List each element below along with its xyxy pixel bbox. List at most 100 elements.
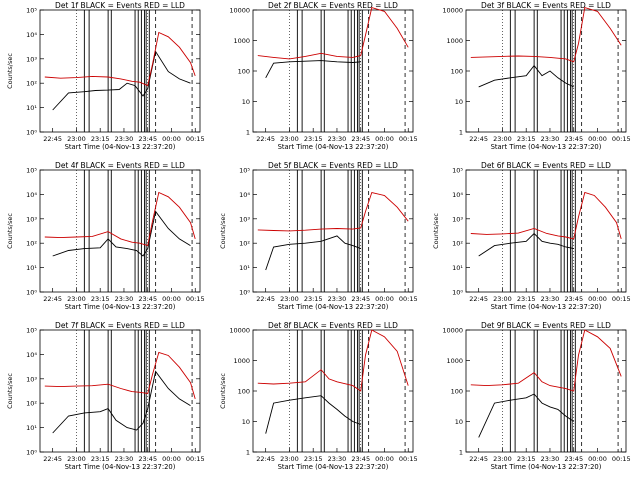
chart-svg: Det 4f BLACK = Events RED = LLD 10⁰ 10¹ 10²… bbox=[6, 161, 205, 311]
y-tick-label: 10¹ bbox=[26, 264, 37, 272]
x-axis-label: Start Time (04-Nov-13 22:37:20) bbox=[278, 303, 389, 311]
x-tick-label: 00:15 bbox=[612, 135, 631, 143]
y-tick-label: 10⁴ bbox=[239, 191, 250, 199]
y-tick-label: 1 bbox=[459, 129, 463, 137]
y-tick-label: 100 bbox=[238, 388, 250, 396]
y-tick-label: 10000 bbox=[229, 7, 250, 15]
series-line-events bbox=[265, 60, 361, 79]
y-tick-label: 10¹ bbox=[26, 104, 37, 112]
x-tick-label: 23:45 bbox=[138, 455, 157, 463]
x-tick-label: 23:45 bbox=[564, 295, 583, 303]
series-line-lld bbox=[44, 31, 196, 87]
plot-frame bbox=[465, 9, 627, 133]
x-axis-label: Start Time (04-Nov-13 22:37:20) bbox=[65, 463, 176, 471]
detector-panel: Det 5f BLACK = Events RED = LLD 10⁰ 10¹ 10²… bbox=[213, 160, 426, 320]
x-tick-label: 22:45 bbox=[256, 455, 275, 463]
x-tick-label: 23:30 bbox=[115, 135, 134, 143]
series-line-events bbox=[52, 50, 191, 111]
chart-svg: Det 7f BLACK = Events RED = LLD 10⁰ 10¹ 10²… bbox=[6, 321, 205, 471]
x-tick-label: 23:15 bbox=[91, 295, 110, 303]
y-tick-label: 10⁴ bbox=[26, 351, 37, 359]
chart-title: Det 5f BLACK = Events RED = LLD bbox=[268, 161, 398, 170]
x-tick-label: 00:00 bbox=[375, 135, 394, 143]
x-tick-label: 00:00 bbox=[588, 135, 607, 143]
x-tick-label: 23:15 bbox=[304, 295, 323, 303]
plot-frame bbox=[465, 329, 627, 453]
x-tick-label: 00:00 bbox=[162, 135, 181, 143]
chart-svg: Det 9f BLACK = Events RED = LLD 1 10 100 100… bbox=[442, 321, 630, 471]
series-line-events bbox=[265, 395, 361, 434]
y-tick-label: 10 bbox=[242, 418, 250, 426]
y-tick-label: 10⁵ bbox=[239, 167, 250, 175]
x-tick-label: 23:45 bbox=[138, 135, 157, 143]
y-tick-label: 10³ bbox=[26, 375, 37, 383]
x-tick-label: 22:45 bbox=[469, 135, 488, 143]
detector-panel: Det 7f BLACK = Events RED = LLD 10⁰ 10¹ 10²… bbox=[0, 320, 213, 480]
x-tick-label: 23:00 bbox=[280, 135, 299, 143]
plot-frame bbox=[252, 9, 414, 133]
series-line-lld bbox=[44, 351, 196, 400]
x-tick-label: 23:00 bbox=[67, 455, 86, 463]
series-line-lld bbox=[257, 7, 409, 60]
y-tick-label: 1 bbox=[459, 449, 463, 457]
y-tick-label: 10¹ bbox=[26, 424, 37, 432]
y-tick-label: 10⁴ bbox=[26, 31, 37, 39]
y-tick-label: 1 bbox=[246, 129, 250, 137]
y-tick-label: 10000 bbox=[229, 327, 250, 335]
y-tick-label: 10³ bbox=[452, 215, 463, 223]
y-axis-label: Counts/sec bbox=[6, 213, 14, 249]
x-tick-label: 23:45 bbox=[351, 455, 370, 463]
y-axis-label: Counts/sec bbox=[219, 373, 227, 409]
series-line-lld bbox=[257, 329, 409, 392]
plot-frame bbox=[39, 9, 201, 133]
chart-title: Det 4f BLACK = Events RED = LLD bbox=[55, 161, 185, 170]
x-tick-label: 23:30 bbox=[541, 455, 560, 463]
chart-svg: Det 2f BLACK = Events RED = LLD 1 10 100 100… bbox=[229, 1, 417, 151]
x-axis-label: Start Time (04-Nov-13 22:37:20) bbox=[65, 143, 176, 151]
y-tick-label: 10¹ bbox=[452, 264, 463, 272]
plot-frame bbox=[252, 169, 414, 293]
chart-svg: Det 3f BLACK = Events RED = LLD 1 10 100 100… bbox=[442, 1, 631, 151]
x-tick-label: 22:45 bbox=[256, 135, 275, 143]
y-tick-label: 10⁴ bbox=[26, 191, 37, 199]
y-tick-label: 10³ bbox=[26, 55, 37, 63]
y-tick-label: 10² bbox=[239, 240, 250, 248]
y-tick-label: 1000 bbox=[233, 37, 250, 45]
x-tick-label: 23:00 bbox=[67, 135, 86, 143]
y-tick-label: 10⁴ bbox=[452, 191, 463, 199]
y-tick-label: 10² bbox=[26, 400, 37, 408]
y-axis-label: Counts/sec bbox=[219, 213, 227, 249]
x-tick-label: 23:15 bbox=[517, 295, 536, 303]
series-line-lld bbox=[257, 191, 409, 232]
x-tick-label: 23:15 bbox=[517, 135, 536, 143]
chart-svg: Det 8f BLACK = Events RED = LLD 1 10 100 100… bbox=[219, 321, 418, 471]
series-line-lld bbox=[470, 7, 622, 63]
detector-panel: Det 8f BLACK = Events RED = LLD 1 10 100 100… bbox=[213, 320, 426, 480]
y-tick-label: 1000 bbox=[446, 357, 463, 365]
y-axis-label: Counts/sec bbox=[432, 213, 440, 249]
detector-panel: Det 1f BLACK = Events RED = LLD 10⁰ 10¹ 10²… bbox=[0, 0, 213, 160]
x-tick-label: 22:45 bbox=[469, 295, 488, 303]
y-tick-label: 1000 bbox=[446, 37, 463, 45]
x-tick-label: 23:15 bbox=[91, 135, 110, 143]
detector-panel: Det 4f BLACK = Events RED = LLD 10⁰ 10¹ 10²… bbox=[0, 160, 213, 320]
y-axis-label: Counts/sec bbox=[6, 53, 14, 89]
y-tick-label: 10⁵ bbox=[26, 327, 37, 335]
y-tick-label: 10² bbox=[452, 240, 463, 248]
y-tick-label: 10⁰ bbox=[26, 129, 37, 137]
y-tick-label: 10⁵ bbox=[452, 167, 463, 175]
series-line-events bbox=[52, 210, 191, 257]
x-tick-label: 22:45 bbox=[256, 295, 275, 303]
x-tick-label: 23:30 bbox=[115, 455, 134, 463]
y-tick-label: 10² bbox=[26, 240, 37, 248]
x-tick-label: 23:45 bbox=[564, 455, 583, 463]
x-tick-label: 00:15 bbox=[186, 135, 205, 143]
x-tick-label: 23:30 bbox=[328, 455, 347, 463]
x-tick-label: 23:45 bbox=[564, 135, 583, 143]
x-axis-label: Start Time (04-Nov-13 22:37:20) bbox=[491, 303, 602, 311]
y-tick-label: 10⁵ bbox=[26, 7, 37, 15]
chart-title: Det 9f BLACK = Events RED = LLD bbox=[481, 321, 611, 330]
x-axis-label: Start Time (04-Nov-13 22:37:20) bbox=[491, 463, 602, 471]
plot-frame bbox=[465, 169, 627, 293]
